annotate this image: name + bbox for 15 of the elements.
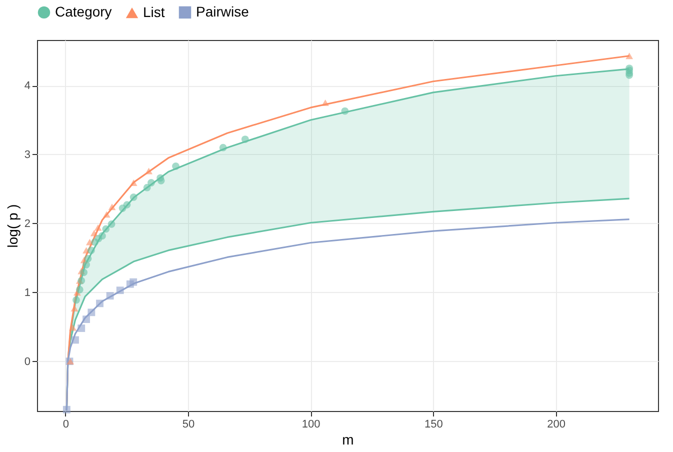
y-tick-label: 4 [24, 80, 30, 92]
y-tick-label: 2 [24, 218, 30, 230]
x-tick-label: 150 [424, 418, 443, 430]
x-axis-title: m [342, 432, 354, 448]
y-axis-title: log( p ) [4, 204, 20, 248]
y-tick-label: 3 [24, 148, 30, 161]
legend-label: Category [55, 3, 112, 20]
x-tick-label: 0 [62, 418, 69, 430]
x-tick-label: 100 [302, 418, 320, 430]
legend-label: Pairwise [196, 3, 250, 20]
y-tick-label: 0 [24, 356, 30, 368]
legend-label: List [143, 4, 165, 20]
y-tick-label: 1 [24, 286, 30, 299]
x-tick-label: 200 [547, 418, 566, 430]
x-tick-label: 50 [182, 418, 195, 430]
